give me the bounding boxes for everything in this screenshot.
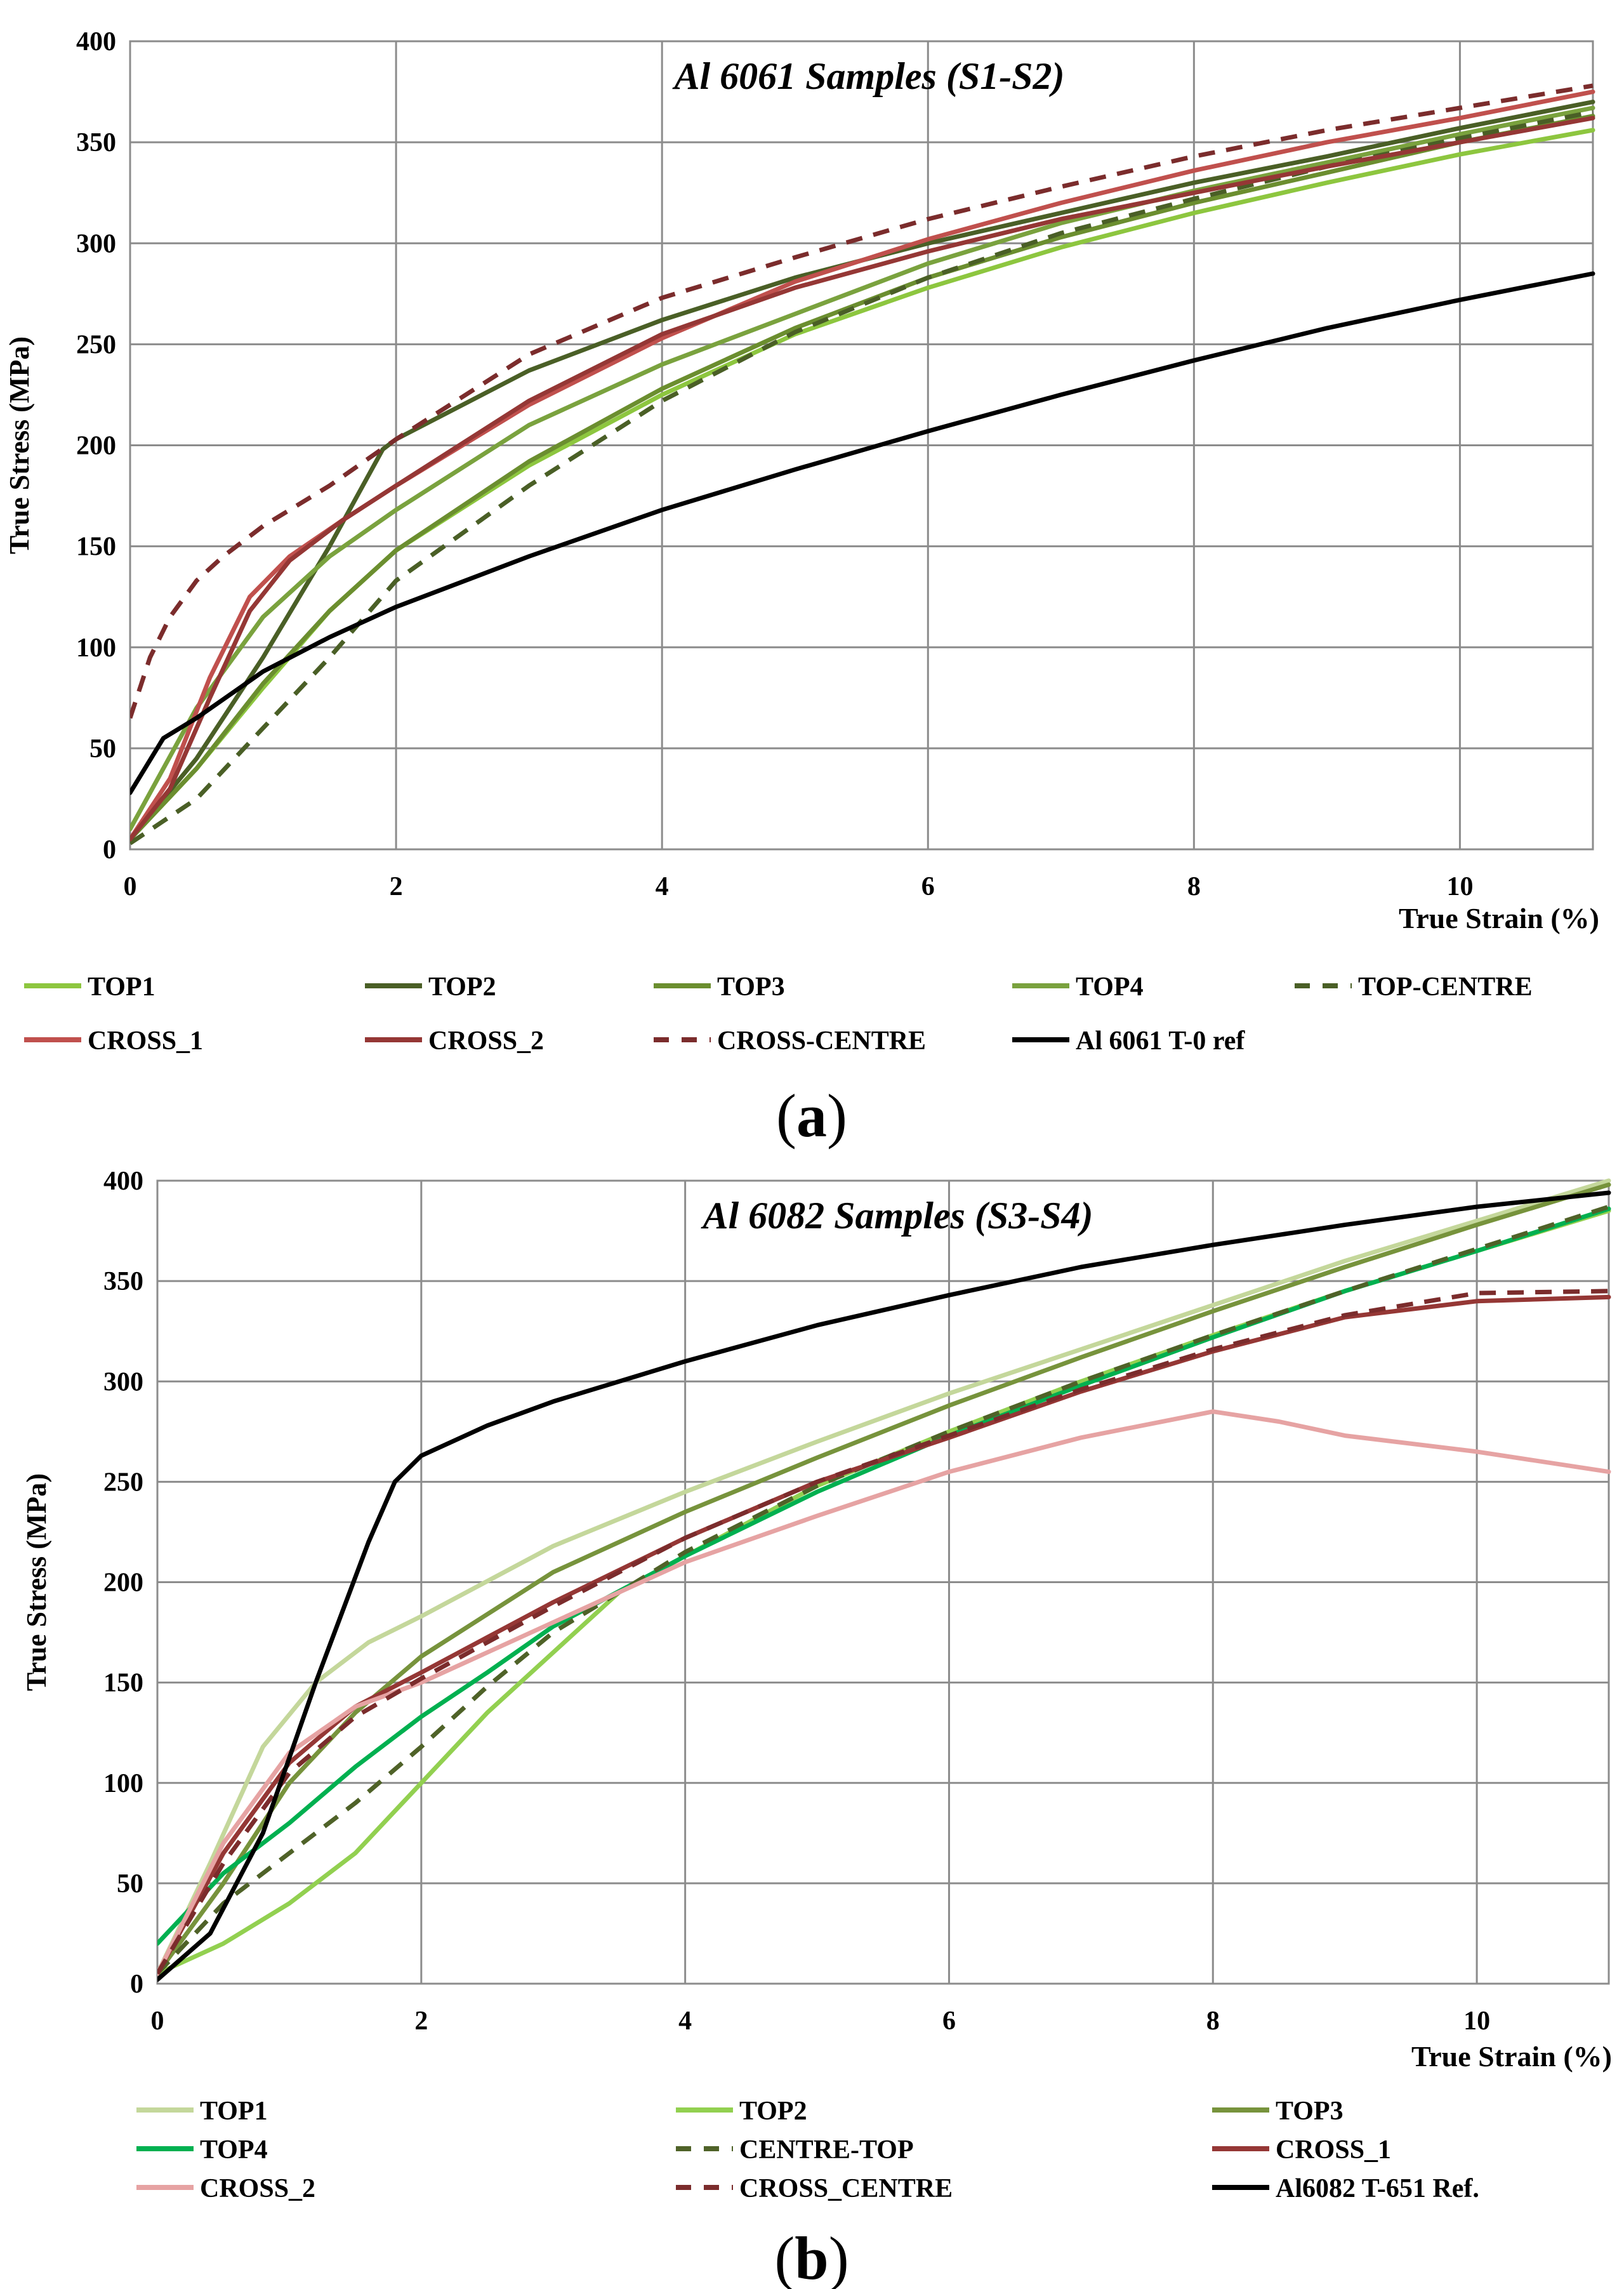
x-tick-label: 0 <box>151 2007 164 2036</box>
y-tick-label: 300 <box>103 1367 143 1397</box>
y-axis-label: True Stress (MPa) <box>21 1473 52 1691</box>
panel-b-chart: 0 50 100 150 200 250 300 350 400 0 2 4 6 8 10 Al 6082 S… <box>21 1167 1612 2289</box>
legend-label: CROSS-CENTRE <box>717 1026 926 1056</box>
panel-label: (a) <box>776 1082 847 1150</box>
legend-label: TOP2 <box>428 972 496 1002</box>
series-line-cross-centre <box>130 83 1594 719</box>
legend-label: CENTRE-TOP <box>739 2135 914 2165</box>
series-line-top3 <box>157 1182 1611 1976</box>
plot-area <box>129 40 1594 851</box>
legend-label: TOP1 <box>200 2097 268 2126</box>
legend-label: TOP4 <box>1076 972 1144 1002</box>
chart-title: Al 6082 Samples (S3-S4) <box>700 1195 1093 1237</box>
x-tick-label: 4 <box>678 2007 692 2036</box>
series-line-al6082-t-651-ref <box>157 1190 1611 1982</box>
y-tick-label: 0 <box>103 835 116 865</box>
series-group <box>157 1178 1611 1982</box>
plot-area <box>156 1179 1610 1985</box>
y-tick-label: 300 <box>76 229 116 258</box>
legend-label: CROSS_2 <box>200 2174 315 2203</box>
series-line-top1 <box>157 1178 1611 1976</box>
y-tick-label: 400 <box>103 1167 143 1196</box>
series-line-top-centre <box>130 109 1594 846</box>
series-line-al-6061-t-0-ref <box>130 271 1595 795</box>
y-tick-label: 150 <box>76 533 116 562</box>
x-tick-label: 10 <box>1463 2007 1490 2036</box>
series-line-top1 <box>130 128 1595 842</box>
panel-letter: a <box>796 1082 827 1150</box>
legend-label: TOP3 <box>717 972 785 1002</box>
y-axis-label: True Stress (MPa) <box>4 336 35 554</box>
x-axis-label: True Strain (%) <box>1411 2040 1612 2073</box>
y-tick-label: 200 <box>103 1569 143 1598</box>
legend-label: CROSS_1 <box>1276 2135 1391 2165</box>
series-line-top2 <box>130 100 1595 842</box>
legend-label: TOP4 <box>200 2135 268 2165</box>
series-line-cross-centre <box>157 1289 1609 1975</box>
legend-label: CROSS_2 <box>428 1026 544 1056</box>
y-tick-label: 50 <box>89 734 116 764</box>
y-tick-label: 250 <box>76 330 116 359</box>
x-tick-label: 4 <box>656 872 669 901</box>
y-tick-label: 200 <box>76 432 116 461</box>
panel-letter: b <box>795 2224 828 2289</box>
x-tick-label: 10 <box>1446 872 1473 901</box>
chart-title: Al 6061 Samples (S1-S2) <box>671 55 1064 97</box>
legend-label: TOP1 <box>88 972 155 1002</box>
x-tick-label: 6 <box>921 872 935 901</box>
series-line-top3 <box>130 114 1595 842</box>
legend-label: TOP-CENTRE <box>1358 972 1533 1002</box>
series-line-top4 <box>130 105 1595 832</box>
y-tick-label: 250 <box>103 1468 143 1497</box>
series-line-cross-1 <box>130 90 1595 842</box>
series-line-cross-2 <box>157 1409 1611 1976</box>
x-tick-label: 2 <box>390 872 403 901</box>
panel-label: (b) <box>774 2224 848 2289</box>
y-tick-label: 150 <box>103 1669 143 1698</box>
legend-label: Al6082 T-651 Ref. <box>1276 2174 1479 2203</box>
y-tick-label: 100 <box>76 634 116 663</box>
y-tick-label: 0 <box>130 1970 143 1999</box>
y-tick-label: 50 <box>117 1869 143 1899</box>
panel-a-chart: 0 50 100 150 200 250 300 350 400 0 2 4 6 8 10 Al 6061 S… <box>4 27 1599 1150</box>
x-tick-label: 0 <box>124 872 137 901</box>
y-tick-label: 350 <box>103 1267 143 1296</box>
legend-label: TOP3 <box>1276 2097 1343 2126</box>
x-tick-label: 8 <box>1206 2007 1220 2036</box>
legend-label: CROSS_CENTRE <box>739 2174 953 2203</box>
y-tick-label: 350 <box>76 128 116 157</box>
x-axis-label: True Strain (%) <box>1399 902 1599 934</box>
x-tick-label: 6 <box>942 2007 956 2036</box>
series-line-top2 <box>157 1208 1611 1976</box>
x-tick-label: 8 <box>1187 872 1201 901</box>
legend-label: Al 6061 T-0 ref <box>1076 1026 1245 1056</box>
y-tick-label: 400 <box>76 27 116 56</box>
y-tick-label: 100 <box>103 1769 143 1798</box>
series-group <box>130 83 1595 846</box>
series-line-cross-1 <box>157 1294 1611 1976</box>
series-line-centre-top <box>157 1204 1610 1975</box>
legend-label: TOP2 <box>739 2097 807 2126</box>
x-tick-label: 2 <box>414 2007 428 2036</box>
legend-label: CROSS_1 <box>88 1026 203 1056</box>
series-line-cross-2 <box>130 116 1595 842</box>
